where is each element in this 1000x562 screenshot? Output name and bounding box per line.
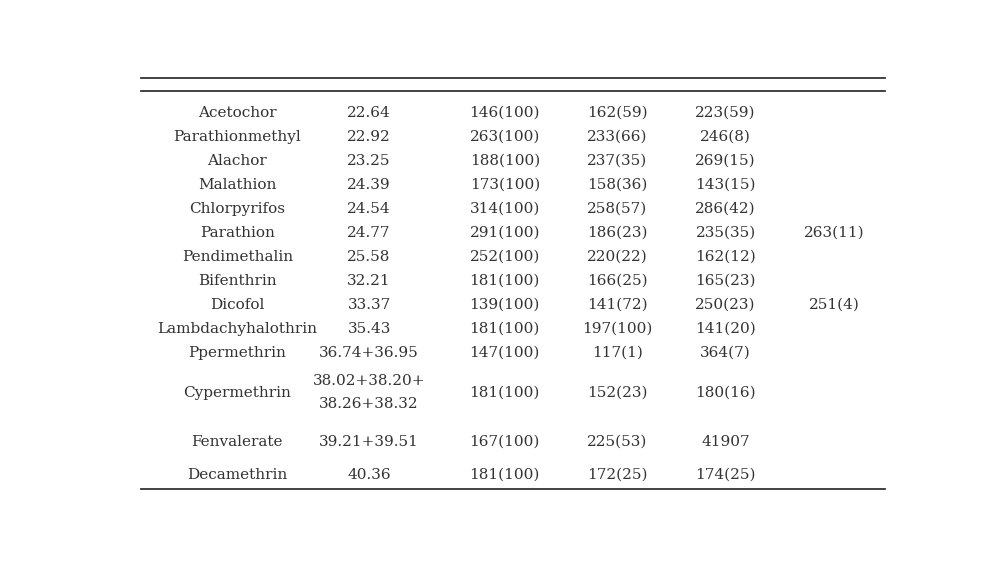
Text: 158(36): 158(36) xyxy=(587,178,647,192)
Text: 166(25): 166(25) xyxy=(587,274,647,288)
Text: 162(59): 162(59) xyxy=(587,106,647,120)
Text: 117(1): 117(1) xyxy=(592,346,643,360)
Text: 181(100): 181(100) xyxy=(470,386,540,400)
Text: 139(100): 139(100) xyxy=(470,298,540,312)
Text: 181(100): 181(100) xyxy=(470,322,540,336)
Text: Decamethrin: Decamethrin xyxy=(187,468,288,482)
Text: 165(23): 165(23) xyxy=(695,274,756,288)
Text: 223(59): 223(59) xyxy=(695,106,756,120)
Text: 269(15): 269(15) xyxy=(695,154,756,168)
Text: 147(100): 147(100) xyxy=(470,346,540,360)
Text: 197(100): 197(100) xyxy=(582,322,652,336)
Text: 250(23): 250(23) xyxy=(695,298,756,312)
Text: 263(100): 263(100) xyxy=(470,130,540,144)
Text: 141(72): 141(72) xyxy=(587,298,647,312)
Text: 263(11): 263(11) xyxy=(804,226,864,240)
Text: Alachor: Alachor xyxy=(208,154,267,168)
Text: 251(4): 251(4) xyxy=(809,298,860,312)
Text: 220(22): 220(22) xyxy=(587,250,648,264)
Text: 364(7): 364(7) xyxy=(700,346,751,360)
Text: 173(100): 173(100) xyxy=(470,178,540,192)
Text: 35.43: 35.43 xyxy=(347,322,391,336)
Text: 32.21: 32.21 xyxy=(347,274,391,288)
Text: Parathion: Parathion xyxy=(200,226,275,240)
Text: 186(23): 186(23) xyxy=(587,226,647,240)
Text: 143(15): 143(15) xyxy=(695,178,756,192)
Text: 181(100): 181(100) xyxy=(470,274,540,288)
Text: Pendimethalin: Pendimethalin xyxy=(182,250,293,264)
Text: 38.26+38.32: 38.26+38.32 xyxy=(319,397,419,411)
Text: 41907: 41907 xyxy=(701,435,750,449)
Text: 180(16): 180(16) xyxy=(695,386,756,400)
Text: 22.64: 22.64 xyxy=(347,106,391,120)
Text: 24.54: 24.54 xyxy=(347,202,391,216)
Text: 141(20): 141(20) xyxy=(695,322,756,336)
Text: 286(42): 286(42) xyxy=(695,202,756,216)
Text: 233(66): 233(66) xyxy=(587,130,647,144)
Text: 162(12): 162(12) xyxy=(695,250,756,264)
Text: Bifenthrin: Bifenthrin xyxy=(198,274,277,288)
Text: 235(35): 235(35) xyxy=(696,226,756,240)
Text: Fenvalerate: Fenvalerate xyxy=(192,435,283,449)
Text: 252(100): 252(100) xyxy=(470,250,540,264)
Text: 152(23): 152(23) xyxy=(587,386,647,400)
Text: 172(25): 172(25) xyxy=(587,468,647,482)
Text: 314(100): 314(100) xyxy=(470,202,540,216)
Text: Malathion: Malathion xyxy=(198,178,277,192)
Text: Cypermethrin: Cypermethrin xyxy=(183,386,291,400)
Text: 25.58: 25.58 xyxy=(347,250,391,264)
Text: 146(100): 146(100) xyxy=(470,106,540,120)
Text: 24.77: 24.77 xyxy=(347,226,391,240)
Text: 291(100): 291(100) xyxy=(470,226,540,240)
Text: 39.21+39.51: 39.21+39.51 xyxy=(319,435,419,449)
Text: Dicofol: Dicofol xyxy=(210,298,265,312)
Text: 33.37: 33.37 xyxy=(348,298,391,312)
Text: Chlorpyrifos: Chlorpyrifos xyxy=(189,202,285,216)
Text: 36.74+36.95: 36.74+36.95 xyxy=(319,346,419,360)
Text: 22.92: 22.92 xyxy=(347,130,391,144)
Text: Acetochor: Acetochor xyxy=(198,106,277,120)
Text: 167(100): 167(100) xyxy=(470,435,540,449)
Text: 24.39: 24.39 xyxy=(347,178,391,192)
Text: 181(100): 181(100) xyxy=(470,468,540,482)
Text: 174(25): 174(25) xyxy=(695,468,756,482)
Text: 40.36: 40.36 xyxy=(347,468,391,482)
Text: 225(53): 225(53) xyxy=(587,435,647,449)
Text: 258(57): 258(57) xyxy=(587,202,647,216)
Text: 38.02+38.20+: 38.02+38.20+ xyxy=(313,374,425,388)
Text: 246(8): 246(8) xyxy=(700,130,751,144)
Text: Parathionmethyl: Parathionmethyl xyxy=(174,130,301,144)
Text: 188(100): 188(100) xyxy=(470,154,540,168)
Text: 23.25: 23.25 xyxy=(347,154,391,168)
Text: 237(35): 237(35) xyxy=(587,154,647,168)
Text: Ppermethrin: Ppermethrin xyxy=(188,346,286,360)
Text: Lambdachyhalothrin: Lambdachyhalothrin xyxy=(157,322,317,336)
